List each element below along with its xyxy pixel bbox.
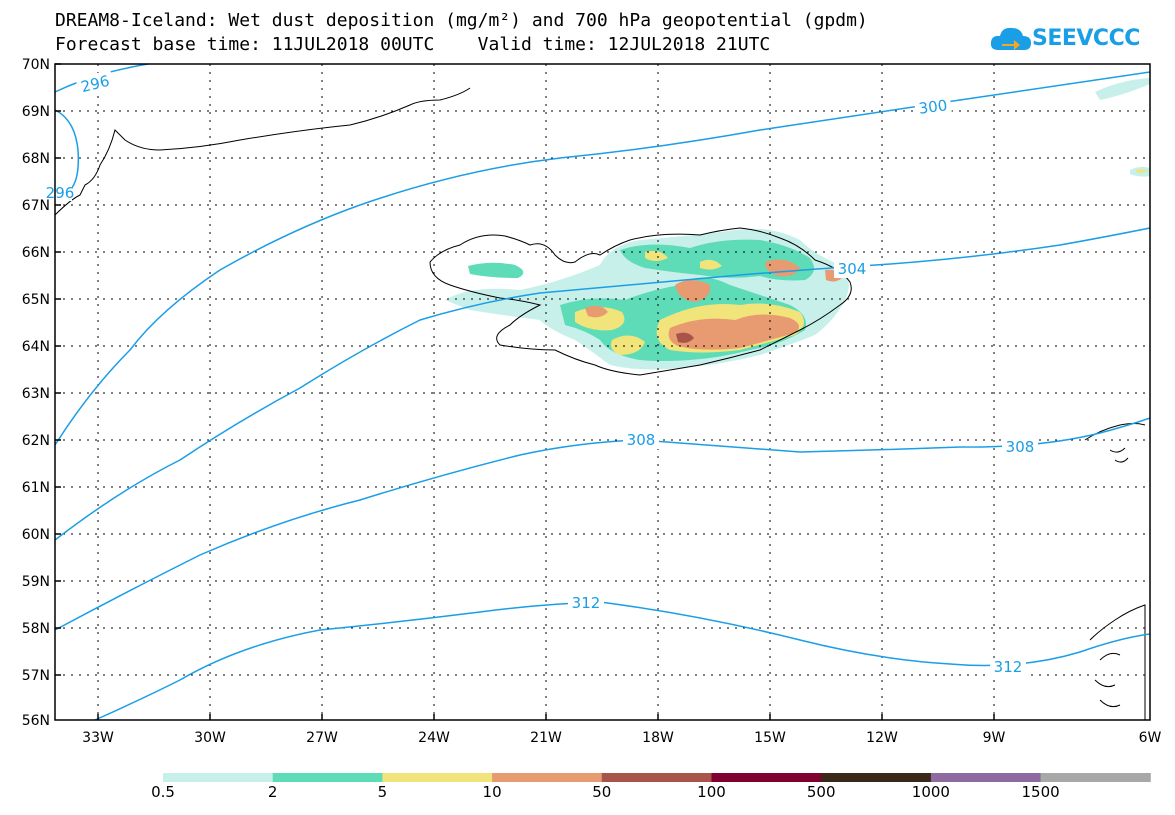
contour-300 [54, 71, 1151, 446]
contour-304 [54, 227, 1151, 541]
greenland-coast [54, 87, 471, 216]
contour-label-312-a: 312 [572, 594, 601, 612]
colorbar-label: 2 [267, 783, 278, 801]
lat-label: 63N [22, 386, 50, 402]
map-subtitle: Forecast base time: 11JUL2018 00UTC Vali… [55, 34, 771, 55]
lon-label: 30W [194, 730, 226, 746]
colorbar-swatch [272, 773, 383, 782]
lon-label: 12W [866, 730, 898, 746]
dust-area-orange [668, 314, 799, 350]
dust-deposition-field [445, 78, 1150, 370]
lat-label: 57N [22, 668, 50, 684]
lat-label: 59N [22, 574, 50, 590]
map-title: DREAM8-Iceland: Wet dust deposition (mg/… [55, 10, 868, 31]
dust-area-yellow3 [611, 335, 645, 355]
latitude-labels: 70N 69N 68N 67N 66N 65N 64N 63N 62N 61N … [22, 57, 50, 729]
dust-area-green-north [620, 239, 814, 281]
lon-label: 9W [983, 730, 1006, 746]
lat-label: 68N [22, 151, 50, 167]
coastlines [54, 87, 1146, 720]
lat-label: 70N [22, 57, 50, 73]
colorbar-swatch [821, 773, 932, 782]
lon-label: 6W [1139, 730, 1162, 746]
colorbar-swatch [492, 773, 603, 782]
colorbar-label: 50 [592, 783, 612, 801]
iceland-coast [429, 227, 852, 376]
lat-label: 62N [22, 433, 50, 449]
contour-labels: 296 296 300 304 308 308 312 312 [46, 69, 1038, 676]
lon-label: 18W [642, 730, 674, 746]
lat-label: 60N [22, 527, 50, 543]
colorbar-label: 100 [697, 783, 726, 801]
cloud-logo-icon [990, 27, 1031, 50]
logo-text: SEEVCCC [1032, 26, 1140, 51]
lon-label: 21W [530, 730, 562, 746]
colorbar-swatch [163, 773, 274, 782]
contour-label-312-b: 312 [994, 658, 1023, 676]
longitude-labels: 33W 30W 27W 24W 21W 18W 15W 12W 9W 6W [82, 730, 1161, 746]
colorbar-swatch [601, 773, 712, 782]
colorbar-label: 1000 [911, 783, 950, 801]
dust-area-orange4 [585, 305, 608, 318]
lon-label: 33W [82, 730, 114, 746]
lon-label: 24W [418, 730, 450, 746]
dust-area-faint-ne [1095, 78, 1150, 100]
colorbar-swatch [1040, 773, 1151, 782]
dust-area-faint-e2 [1136, 169, 1148, 173]
dust-area-orange2 [675, 280, 711, 302]
contour-label-308-a: 308 [627, 431, 656, 449]
colorbar-label: 5 [377, 783, 388, 801]
contour-296-west [54, 109, 80, 191]
tick-marks [55, 63, 995, 720]
contour-label-304: 304 [838, 260, 867, 278]
scotland-coast [1089, 604, 1146, 720]
seevccc-logo: SEEVCCC [990, 22, 1140, 58]
contour-label-296: 296 [79, 72, 111, 96]
colorbar-swatch [930, 773, 1042, 782]
colorbar-label: 1500 [1021, 783, 1060, 801]
geopotential-contours [54, 63, 1151, 721]
contour-label-296-west: 296 [46, 184, 75, 202]
dust-area-yellow-north [645, 250, 668, 261]
colorbar-label: 0.5 [151, 783, 175, 801]
lat-label: 65N [22, 292, 50, 308]
colorbar-label: 10 [482, 783, 502, 801]
lon-label: 15W [754, 730, 786, 746]
lat-label: 56N [22, 713, 50, 729]
lat-label: 69N [22, 104, 50, 120]
dust-area-brown [676, 332, 694, 343]
lat-label: 58N [22, 621, 50, 637]
dust-area-yellow-nw [468, 262, 524, 278]
map-frame [54, 63, 1151, 721]
dust-area-yellow-north2 [700, 259, 722, 270]
lat-label: 66N [22, 245, 50, 261]
contour-label-300: 300 [918, 96, 949, 117]
colorbar [163, 773, 1151, 782]
lat-label: 67N [22, 198, 50, 214]
contour-label-308-b: 308 [1006, 438, 1035, 456]
colorbar-swatch [711, 773, 822, 782]
colorbar-swatch [382, 773, 493, 782]
lat-label: 61N [22, 480, 50, 496]
lon-label: 27W [306, 730, 338, 746]
colorbar-label: 500 [806, 783, 836, 801]
lat-label: 64N [22, 339, 50, 355]
graticule [55, 64, 1150, 720]
